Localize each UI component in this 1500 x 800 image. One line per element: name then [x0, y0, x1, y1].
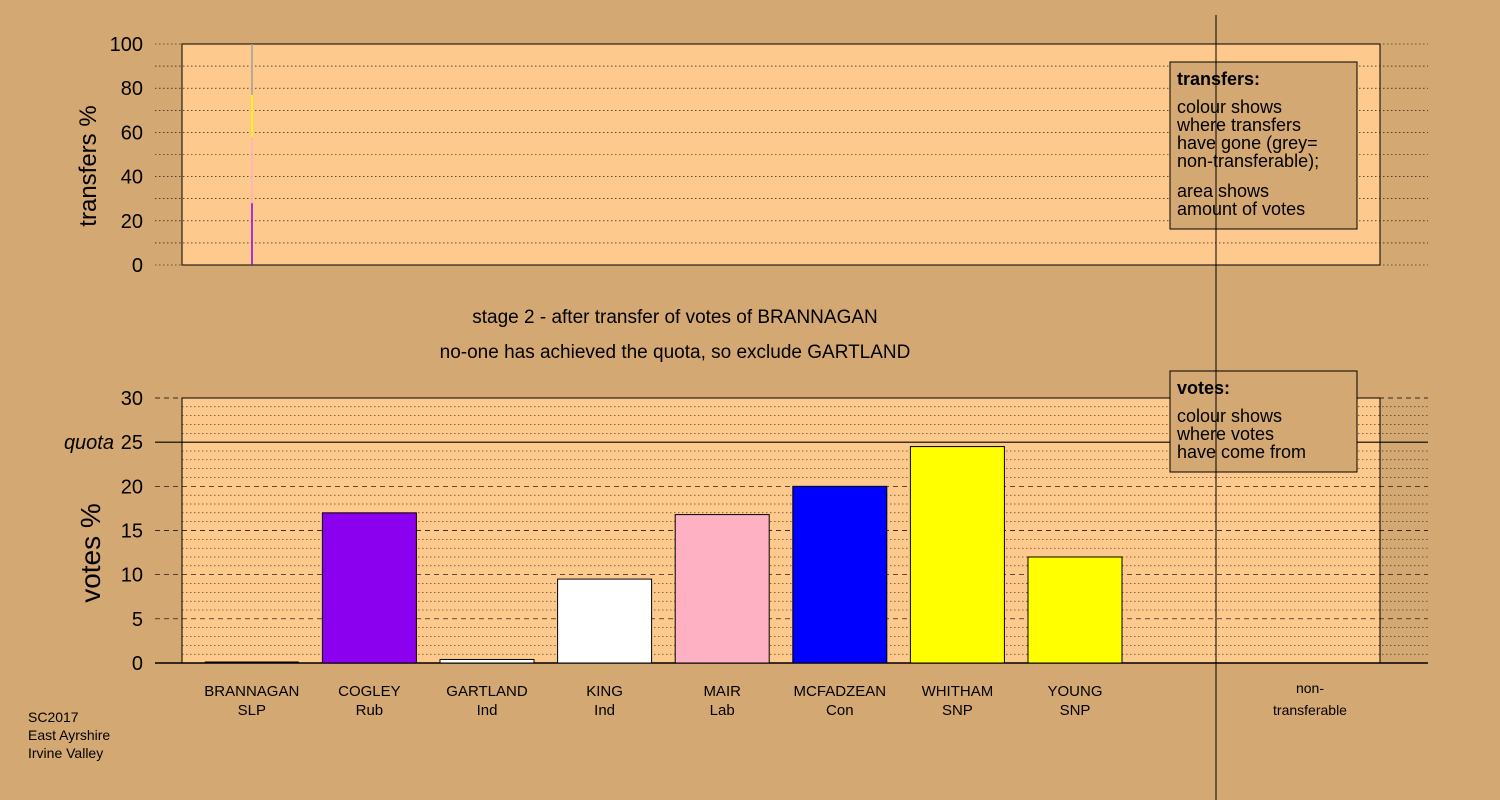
votes-legend-title: votes: [1177, 378, 1230, 398]
transfer-segment-whitham [251, 94, 253, 137]
non-transferable-label: non- [1296, 680, 1324, 696]
transfer-segment-mair [251, 136, 253, 204]
candidate-party-label: SLP [238, 702, 266, 719]
transfers-y-axis-label: transfers % [75, 105, 102, 226]
candidate-name-label: YOUNG [1047, 683, 1102, 700]
bar-king [557, 578, 653, 664]
votes-y-tick-label: 0 [132, 653, 143, 675]
candidate-party-label: SNP [942, 702, 973, 719]
transfers-legend-line: non-transferable); [1177, 151, 1319, 171]
candidate-name-label: GARTLAND [446, 683, 528, 700]
stage-heading: stage 2 - after transfer of votes of BRA… [472, 307, 878, 328]
bar-whitham [909, 446, 1005, 664]
bar-young [1027, 556, 1123, 664]
footer-election: SC2017 [28, 709, 79, 725]
candidate-name-label: BRANNAGAN [204, 683, 299, 700]
candidate-party-label: Con [826, 702, 854, 719]
candidate-party-label: Ind [594, 702, 615, 719]
candidate-name-label: COGLEY [338, 683, 401, 700]
transfers-legend-line: colour shows [1177, 97, 1282, 117]
votes-y-tick-label: 20 [121, 476, 143, 498]
votes-y-tick-label: 30 [121, 388, 143, 410]
candidate-name-label: WHITHAM [922, 683, 994, 700]
transfers-y-tick-label: 100 [110, 34, 143, 56]
candidate-party-label: SNP [1060, 702, 1091, 719]
candidate-party-label: Ind [477, 702, 498, 719]
transfers-segments [251, 44, 253, 265]
transfers-y-tick-label: 60 [121, 122, 143, 144]
votes-legend-box [1169, 370, 1358, 473]
votes-legend: votes: colour shows where votes have com… [1169, 370, 1358, 473]
votes-y-tick-label: 5 [132, 609, 143, 631]
quota-label: quota [64, 432, 114, 454]
votes-bars [204, 446, 1123, 664]
votes-legend-line: colour shows [1177, 406, 1282, 426]
candidate-name-label: MAIR [703, 683, 741, 700]
transfer-segment-non-transferable [251, 44, 253, 95]
transfers-legend-line: amount of votes [1177, 199, 1305, 219]
transfers-y-tick-label: 40 [121, 167, 143, 189]
transfers-legend-title: transfers: [1177, 69, 1260, 89]
candidate-name-label: MCFADZEAN [794, 683, 887, 700]
non-transferable-label: transferable [1273, 702, 1347, 718]
candidate-party-label: Rub [356, 702, 384, 719]
votes-y-axis-label: votes % [75, 503, 106, 603]
transfers-y-tick-label: 80 [121, 78, 143, 100]
transfers-y-tick-label: 0 [132, 255, 143, 277]
votes-y-tick-label: 10 [121, 565, 143, 587]
footer-council: East Ayrshire [28, 727, 110, 743]
footer-ward: Irvine Valley [28, 745, 103, 761]
votes-legend-line: where votes [1176, 424, 1274, 444]
bar-gartland [439, 658, 535, 664]
transfers-legend: transfers: colour shows where transfers … [1169, 61, 1358, 230]
candidate-name-label: KING [586, 683, 623, 700]
transfers-legend-line: have gone (grey= [1177, 133, 1318, 153]
transfers-legend-line: where transfers [1176, 115, 1301, 135]
bar-mcfadzean [792, 485, 888, 664]
transfers-y-tick-label: 20 [121, 211, 143, 233]
votes-y-tick-label: 25 [121, 432, 143, 454]
transfers-legend-line: area shows [1177, 181, 1269, 201]
transfer-segment-cogley [251, 203, 253, 265]
bar-cogley [321, 512, 417, 664]
candidate-party-label: Lab [710, 702, 735, 719]
transfers-y-ticks: 0 20 40 60 80 100 [110, 34, 143, 277]
bar-mair [674, 514, 770, 664]
transfers-legend-box [1169, 61, 1358, 230]
stage-action: no-one has achieved the quota, so exclud… [440, 342, 911, 363]
votes-x-labels: BRANNAGAN SLP COGLEY Rub GARTLAND Ind KING Ind M… [204, 680, 1347, 719]
votes-legend-line: have come from [1177, 442, 1306, 462]
votes-y-tick-label: 15 [121, 521, 143, 543]
votes-y-ticks: 0 5 10 15 20 25 30 [121, 388, 143, 675]
